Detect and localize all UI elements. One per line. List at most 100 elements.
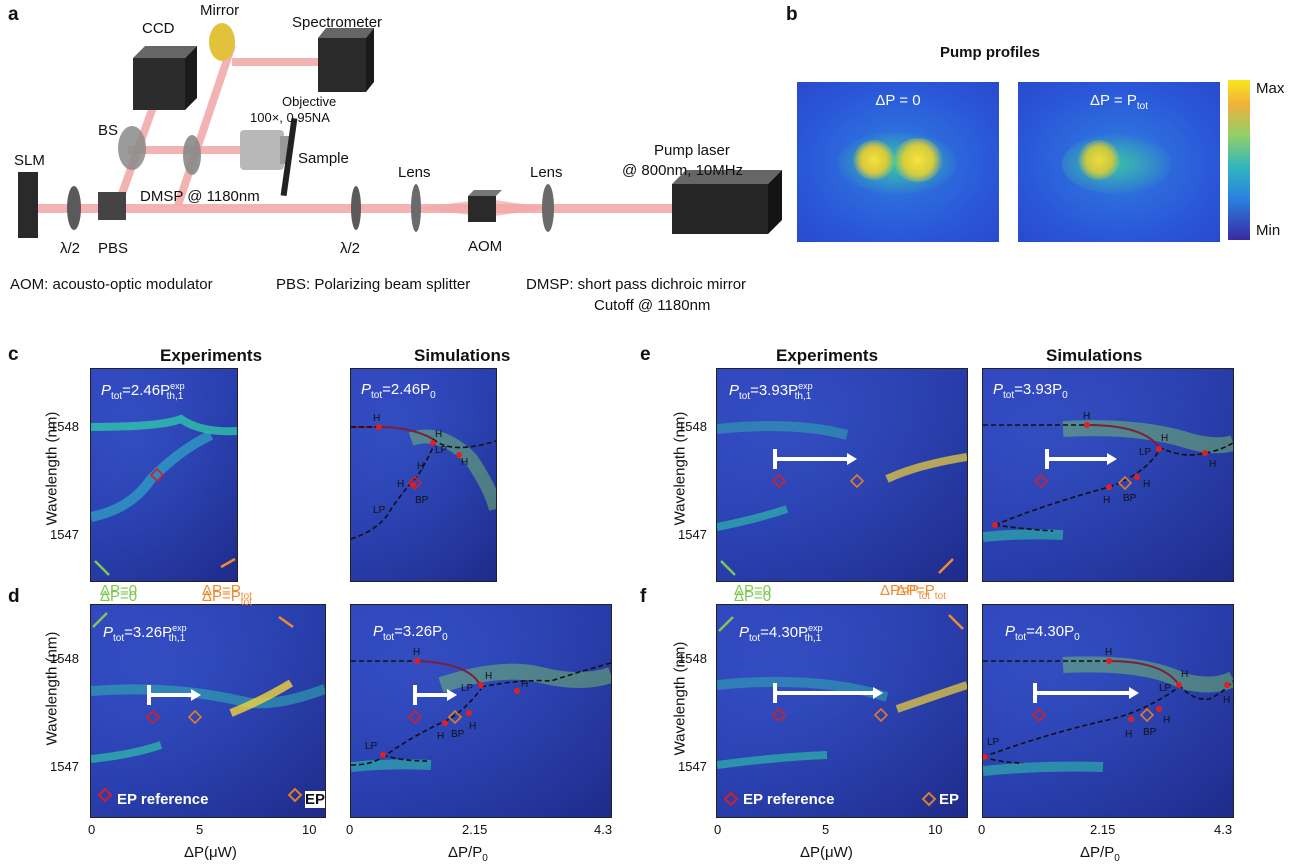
svg-text:LP: LP <box>435 445 448 456</box>
f-sim-xtick-4.3: 4.3 <box>1214 822 1233 837</box>
c-exp-title: Experiments <box>160 346 263 365</box>
c-dptot-label: ΔP=Ptot <box>202 582 252 602</box>
label-mirror: Mirror <box>200 2 240 19</box>
e-sim-title: Simulations <box>1046 346 1143 365</box>
f-dptot-label: ΔP=Ptot <box>880 582 930 602</box>
label-slm: SLM <box>14 152 45 169</box>
mirror-icon <box>209 23 235 61</box>
svg-text:LP: LP <box>1159 683 1172 694</box>
e-ytick-1548: 1548 <box>678 419 707 434</box>
d-dptot-label: ΔP=Ptot <box>202 588 252 608</box>
objective-icon <box>240 130 284 170</box>
svg-text:LP: LP <box>1139 447 1152 458</box>
f-legend-ep-reference: EP reference <box>743 791 835 808</box>
e-sim-ptot: Ptot=3.93P0 <box>993 381 1068 401</box>
label-aom: AOM <box>468 238 503 255</box>
label-objective-2: 100×, 0.95NA <box>250 110 330 125</box>
d-dp0-label: ΔP=0 <box>100 588 138 605</box>
svg-text:H: H <box>1143 479 1150 490</box>
dptot-label: ΔP = Ptot <box>1090 92 1148 112</box>
svg-text:BP: BP <box>415 495 429 506</box>
dp0-label: ΔP = 0 <box>875 92 921 109</box>
f-simulation-map: H H LP H H H BP LP Ptot=4.30P0 <box>982 604 1234 818</box>
f-sim-xtick-0: 0 <box>978 822 986 837</box>
e-dp0-label: ΔP=0 <box>734 582 772 599</box>
svg-text:H: H <box>1103 495 1110 506</box>
e-ytick-1547: 1547 <box>678 527 707 542</box>
d-sim-xtick-4.3: 4.3 <box>594 822 613 837</box>
label-halfwave-2: λ/2 <box>340 240 361 257</box>
svg-text:H: H <box>1181 669 1188 680</box>
c-sim-title: Simulations <box>414 346 511 365</box>
svg-text:H: H <box>485 671 492 682</box>
dichroic-mirror-icon <box>183 135 201 175</box>
d-sim-xtick-2.15: 2.15 <box>462 822 488 837</box>
f-experiment-map: Ptot=4.30Pexpth,1 EP reference EP <box>716 604 968 818</box>
f-legend-ep: EP <box>939 791 960 808</box>
svg-text:H: H <box>417 461 424 472</box>
e-exp-ptot: Ptot=3.93Pexpth,1 <box>729 381 813 402</box>
svg-text:H: H <box>521 679 528 690</box>
svg-text:H: H <box>1209 459 1216 470</box>
panel-e-label: e <box>640 344 651 365</box>
svg-text:LP: LP <box>987 737 1000 748</box>
svg-text:BP: BP <box>1143 727 1157 738</box>
legend-dmsp-2: Cutoff @ 1180nm <box>594 297 711 314</box>
pump-laser-icon <box>672 184 768 234</box>
c-sim-ptot: Ptot=2.46P0 <box>361 381 436 401</box>
svg-text:H: H <box>1105 647 1112 658</box>
label-lens-2: Lens <box>530 164 563 181</box>
colorbar <box>1228 80 1250 240</box>
sample-icon <box>280 117 298 197</box>
lens-2-icon <box>542 184 554 232</box>
d-experiment-map: Ptot=3.26Pexpth,1 EP reference EP <box>90 604 326 818</box>
d-xtick-5: 5 <box>196 822 204 837</box>
e-simulation-map: H H LP H H H BP Ptot=3.93P0 <box>982 368 1234 582</box>
f-ylabel: Wavelength (nm) <box>671 641 689 756</box>
e-ylabel: Wavelength (nm) <box>671 411 689 526</box>
c-ytick-1547: 1547 <box>50 527 79 542</box>
f-ytick-1548: 1548 <box>678 651 707 666</box>
c-ylabel: Wavelength (nm) <box>43 411 61 526</box>
label-pump-laser-2: @ 800nm, 10MHz <box>622 162 744 179</box>
d-legend-ep: EP <box>305 791 326 808</box>
f-xtick-5: 5 <box>822 822 830 837</box>
label-spectrometer: Spectrometer <box>292 14 383 31</box>
d-ytick-1547: 1547 <box>50 759 79 774</box>
f-sim-ptot: Ptot=4.30P0 <box>1005 623 1080 643</box>
d-ylabel: Wavelength (nm) <box>43 631 61 746</box>
spectrometer-icon <box>318 38 366 92</box>
halfwave-plate-2-icon <box>351 186 361 230</box>
svg-text:H: H <box>1161 433 1168 444</box>
f-xtick-10: 10 <box>928 822 943 837</box>
pump-profile-dptot: ΔP = Ptot <box>1018 82 1220 242</box>
d-simulation-map: H H LP H H H BP LP Ptot=3.26P0 <box>350 604 612 818</box>
d-xtick-10: 10 <box>302 822 317 837</box>
svg-text:H: H <box>469 721 476 732</box>
label-objective-1: Objective <box>282 94 337 109</box>
f-exp-ptot: Ptot=4.30Pexpth,1 <box>739 623 823 644</box>
slm-icon <box>18 172 38 238</box>
svg-text:LP: LP <box>365 741 378 752</box>
c-simulation-map: H H LP H H H BP LP Ptot=2.46P0 <box>350 368 497 582</box>
svg-text:H: H <box>1163 715 1170 726</box>
svg-text:LP: LP <box>461 683 474 694</box>
legend-pbs: PBS: Polarizing beam splitter <box>276 276 471 293</box>
c-ytick-1548: 1548 <box>50 419 79 434</box>
c-exp-ptot: Ptot=2.46Pexpth,1 <box>101 381 185 402</box>
e-exp-title: Experiments <box>776 346 879 365</box>
e-experiment-map: Ptot=3.93Pexpth,1 <box>716 368 968 582</box>
f-dp0-label: ΔP=0 <box>734 588 772 605</box>
svg-text:H: H <box>437 731 444 742</box>
e-dptot-label: ΔP=Ptot <box>896 582 946 602</box>
d-xtick-0: 0 <box>88 822 96 837</box>
pump-profile-dp0: ΔP = 0 <box>797 82 999 242</box>
f-xtick-0: 0 <box>714 822 722 837</box>
halfwave-plate-icon <box>67 186 81 230</box>
svg-text:H: H <box>1125 729 1132 740</box>
label-ccd: CCD <box>142 20 175 37</box>
label-halfwave-1: λ/2 <box>60 240 81 257</box>
svg-text:BP: BP <box>451 729 465 740</box>
svg-text:LP: LP <box>373 505 386 516</box>
c-experiment-map: Ptot=2.46Pexpth,1 <box>90 368 238 582</box>
